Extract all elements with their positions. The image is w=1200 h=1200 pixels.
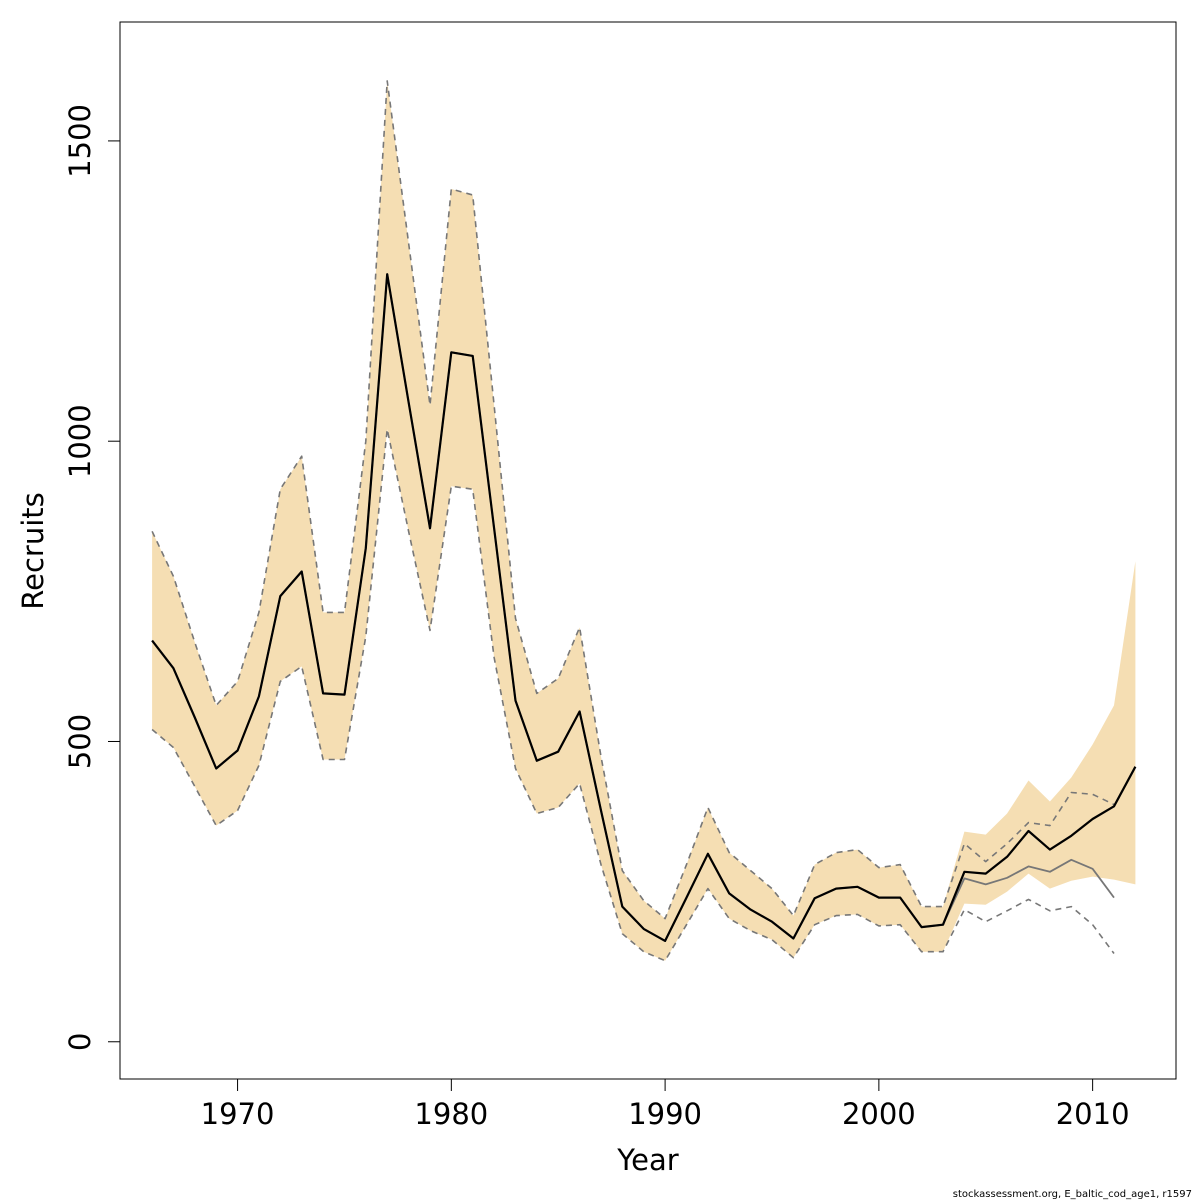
y-axis: 0 500 1000 1500 (63, 104, 121, 1051)
y-tick-label: 1500 (63, 104, 97, 178)
x-tick-label: 2010 (1056, 1097, 1130, 1131)
estimate-line-0 (151, 273, 1137, 943)
retrospective-bound-line-3 (151, 428, 1115, 962)
x-axis: 1970 1980 1990 2000 2010 (201, 1078, 1130, 1131)
y-tick-label: 1000 (63, 404, 97, 478)
x-tick-label: 2000 (842, 1097, 916, 1131)
series-layer (151, 80, 1137, 962)
x-tick-label: 1970 (201, 1097, 275, 1131)
credit-text: stockassessment.org, E_baltic_cod_age1, … (953, 1189, 1192, 1200)
x-tick-label: 1990 (628, 1097, 702, 1131)
retrospective-bound-line-2 (151, 80, 1115, 920)
x-axis-title: Year (616, 1143, 678, 1177)
y-tick-label: 0 (63, 1033, 97, 1051)
y-tick-label: 500 (63, 714, 97, 769)
confidence-band (152, 80, 1136, 961)
y-axis-title: Recruits (16, 492, 50, 609)
confidence-band-layer (152, 80, 1136, 961)
x-tick-label: 1980 (414, 1097, 488, 1131)
